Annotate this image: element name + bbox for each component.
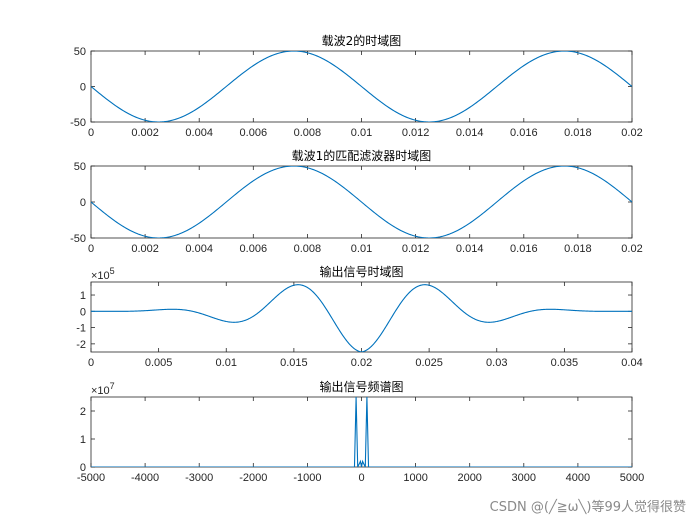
subplot-4: -5000 -4000 -3000 -2000 -1000 0 1000 2000 3000 40… bbox=[77, 379, 644, 484]
x-tick-label: 1000 bbox=[403, 472, 427, 484]
x-tick-label: 0.02 bbox=[621, 127, 642, 139]
x-tick-label: 4000 bbox=[566, 472, 590, 484]
x-tick-label: 0.014 bbox=[456, 127, 484, 139]
x-tick-label: 0.012 bbox=[402, 243, 430, 255]
subplot-title: 输出信号时域图 bbox=[319, 264, 403, 279]
x-tick-label: 0 bbox=[88, 357, 94, 369]
x-tick-label: 0.002 bbox=[131, 127, 159, 139]
series-line bbox=[91, 284, 632, 352]
x-tick-label: 0.006 bbox=[240, 127, 268, 139]
x-tick-label: 0.004 bbox=[185, 127, 213, 139]
subplot-title: 载波2的时域图 bbox=[322, 33, 402, 48]
x-tick-label: 0.008 bbox=[294, 127, 322, 139]
x-tick-label: -2000 bbox=[239, 472, 267, 484]
series-line bbox=[91, 397, 632, 467]
x-tick-label: 0.01 bbox=[216, 357, 237, 369]
x-tick-label: -1000 bbox=[293, 472, 321, 484]
x-tick-label: 0.006 bbox=[240, 243, 268, 255]
y-tick-label: -50 bbox=[70, 233, 86, 245]
y-tick-label: 50 bbox=[74, 161, 86, 173]
x-tick-label: 0.014 bbox=[456, 243, 484, 255]
y-tick-label: -50 bbox=[70, 117, 86, 129]
axes-frame bbox=[90, 396, 633, 468]
x-tick-label: 0.012 bbox=[402, 127, 430, 139]
subplot-3: 0 0.005 0.01 0.015 0.02 0.025 0.03 0.035 0.04 -2 -… bbox=[76, 264, 642, 369]
x-tick-label: 5000 bbox=[620, 472, 644, 484]
x-tick-label: -5000 bbox=[77, 472, 105, 484]
x-tick-label: 0.01 bbox=[351, 243, 372, 255]
series-line bbox=[91, 166, 632, 238]
x-tick-label: 0.016 bbox=[510, 127, 538, 139]
x-tick-label: 2000 bbox=[457, 472, 481, 484]
x-tick-label: 0.016 bbox=[510, 243, 538, 255]
x-tick-label: 0.018 bbox=[564, 127, 592, 139]
x-tick-label: 0.005 bbox=[145, 357, 173, 369]
subplot-1: 0 0.002 0.004 0.006 0.008 0.01 0.012 0.014 0.016… bbox=[70, 33, 643, 139]
y-tick-label: 1 bbox=[80, 290, 86, 302]
y-tick-label: 0 bbox=[80, 462, 86, 474]
subplot-2: 0 0.002 0.004 0.006 0.008 0.01 0.012 0.014 0.016… bbox=[70, 148, 643, 255]
axes-frame bbox=[90, 281, 633, 353]
x-tick-label: 0.01 bbox=[351, 127, 372, 139]
y-tick-label: 2 bbox=[80, 406, 86, 418]
series-line bbox=[91, 51, 632, 122]
x-tick-label: 0.018 bbox=[564, 243, 592, 255]
y-tick-label: 0 bbox=[80, 82, 86, 94]
exponent-label: ×107 bbox=[91, 381, 115, 397]
x-tick-label: 0 bbox=[358, 472, 364, 484]
x-tick-label: 3000 bbox=[512, 472, 536, 484]
x-tick-label: -3000 bbox=[185, 472, 213, 484]
y-tick-label: -1 bbox=[76, 323, 86, 335]
x-tick-label: 0.04 bbox=[621, 357, 642, 369]
x-tick-label: 0.008 bbox=[294, 243, 322, 255]
x-tick-label: 0.025 bbox=[415, 357, 443, 369]
x-tick-label: 0.02 bbox=[621, 243, 642, 255]
subplot-title: 载波1的匹配滤波器时域图 bbox=[292, 148, 432, 163]
x-tick-label: 0.015 bbox=[280, 357, 308, 369]
x-tick-label: 0.002 bbox=[131, 243, 159, 255]
y-tick-label: 1 bbox=[80, 434, 86, 446]
y-tick-label: -2 bbox=[76, 339, 86, 351]
exponent-label: ×105 bbox=[91, 266, 115, 282]
y-tick-label: 0 bbox=[80, 306, 86, 318]
x-tick-label: 0.004 bbox=[185, 243, 213, 255]
x-tick-label: 0.03 bbox=[486, 357, 507, 369]
x-tick-label: 0 bbox=[88, 127, 94, 139]
y-tick-label: 50 bbox=[74, 46, 86, 58]
x-tick-label: 0 bbox=[88, 243, 94, 255]
y-tick-label: 0 bbox=[80, 197, 86, 209]
x-tick-label: -4000 bbox=[131, 472, 159, 484]
subplot-title: 输出信号频谱图 bbox=[319, 379, 403, 394]
x-tick-label: 0.02 bbox=[351, 357, 372, 369]
watermark-text: CSDN @(╱≧ω╲)等99人觉得很赞 bbox=[490, 498, 686, 515]
x-tick-label: 0.035 bbox=[551, 357, 579, 369]
